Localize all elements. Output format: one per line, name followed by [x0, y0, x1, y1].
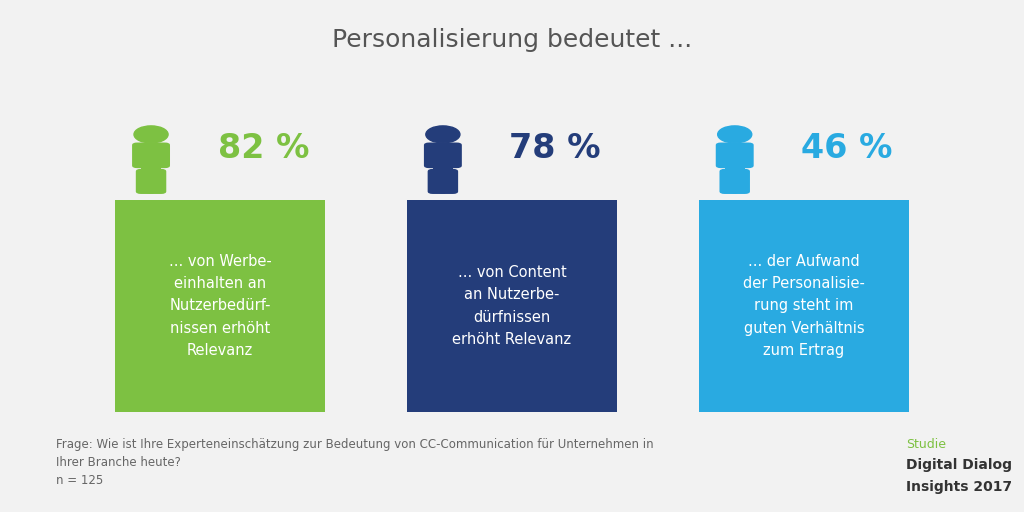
Text: ... von Content
an Nutzerbe-
dürfnissen
erhöht Relevanz: ... von Content an Nutzerbe- dürfnissen …: [453, 265, 571, 347]
FancyBboxPatch shape: [424, 142, 462, 168]
FancyBboxPatch shape: [132, 142, 170, 168]
FancyBboxPatch shape: [698, 200, 909, 412]
FancyBboxPatch shape: [725, 163, 744, 172]
FancyBboxPatch shape: [136, 169, 155, 194]
Circle shape: [426, 126, 460, 143]
FancyBboxPatch shape: [720, 169, 738, 194]
FancyBboxPatch shape: [731, 169, 750, 194]
Text: Personalisierung bedeutet ...: Personalisierung bedeutet ...: [332, 28, 692, 52]
FancyBboxPatch shape: [147, 169, 166, 194]
Circle shape: [134, 126, 168, 143]
Text: ... der Aufwand
der Personalisie-
rung steht im
guten Verhältnis
zum Ertrag: ... der Aufwand der Personalisie- rung s…: [742, 254, 865, 358]
Text: Studie: Studie: [906, 438, 946, 451]
Text: 82 %: 82 %: [218, 132, 309, 165]
FancyBboxPatch shape: [408, 200, 616, 412]
Text: 78 %: 78 %: [510, 132, 601, 165]
Text: Frage: Wie ist Ihre Experteneinschätzung zur Bedeutung von CC-Communication für : Frage: Wie ist Ihre Experteneinschätzung…: [56, 438, 654, 487]
Text: ... von Werbe-
einhalten an
Nutzerbedürf-
nissen erhöht
Relevanz: ... von Werbe- einhalten an Nutzerbedürf…: [169, 254, 271, 358]
FancyBboxPatch shape: [428, 169, 446, 194]
Text: Digital Dialog: Digital Dialog: [906, 458, 1013, 472]
FancyBboxPatch shape: [716, 142, 754, 168]
Circle shape: [718, 126, 752, 143]
FancyBboxPatch shape: [141, 163, 161, 172]
FancyBboxPatch shape: [433, 163, 453, 172]
Text: Insights 2017: Insights 2017: [906, 480, 1013, 494]
FancyBboxPatch shape: [115, 200, 326, 412]
FancyBboxPatch shape: [439, 169, 458, 194]
Text: 46 %: 46 %: [801, 132, 893, 165]
